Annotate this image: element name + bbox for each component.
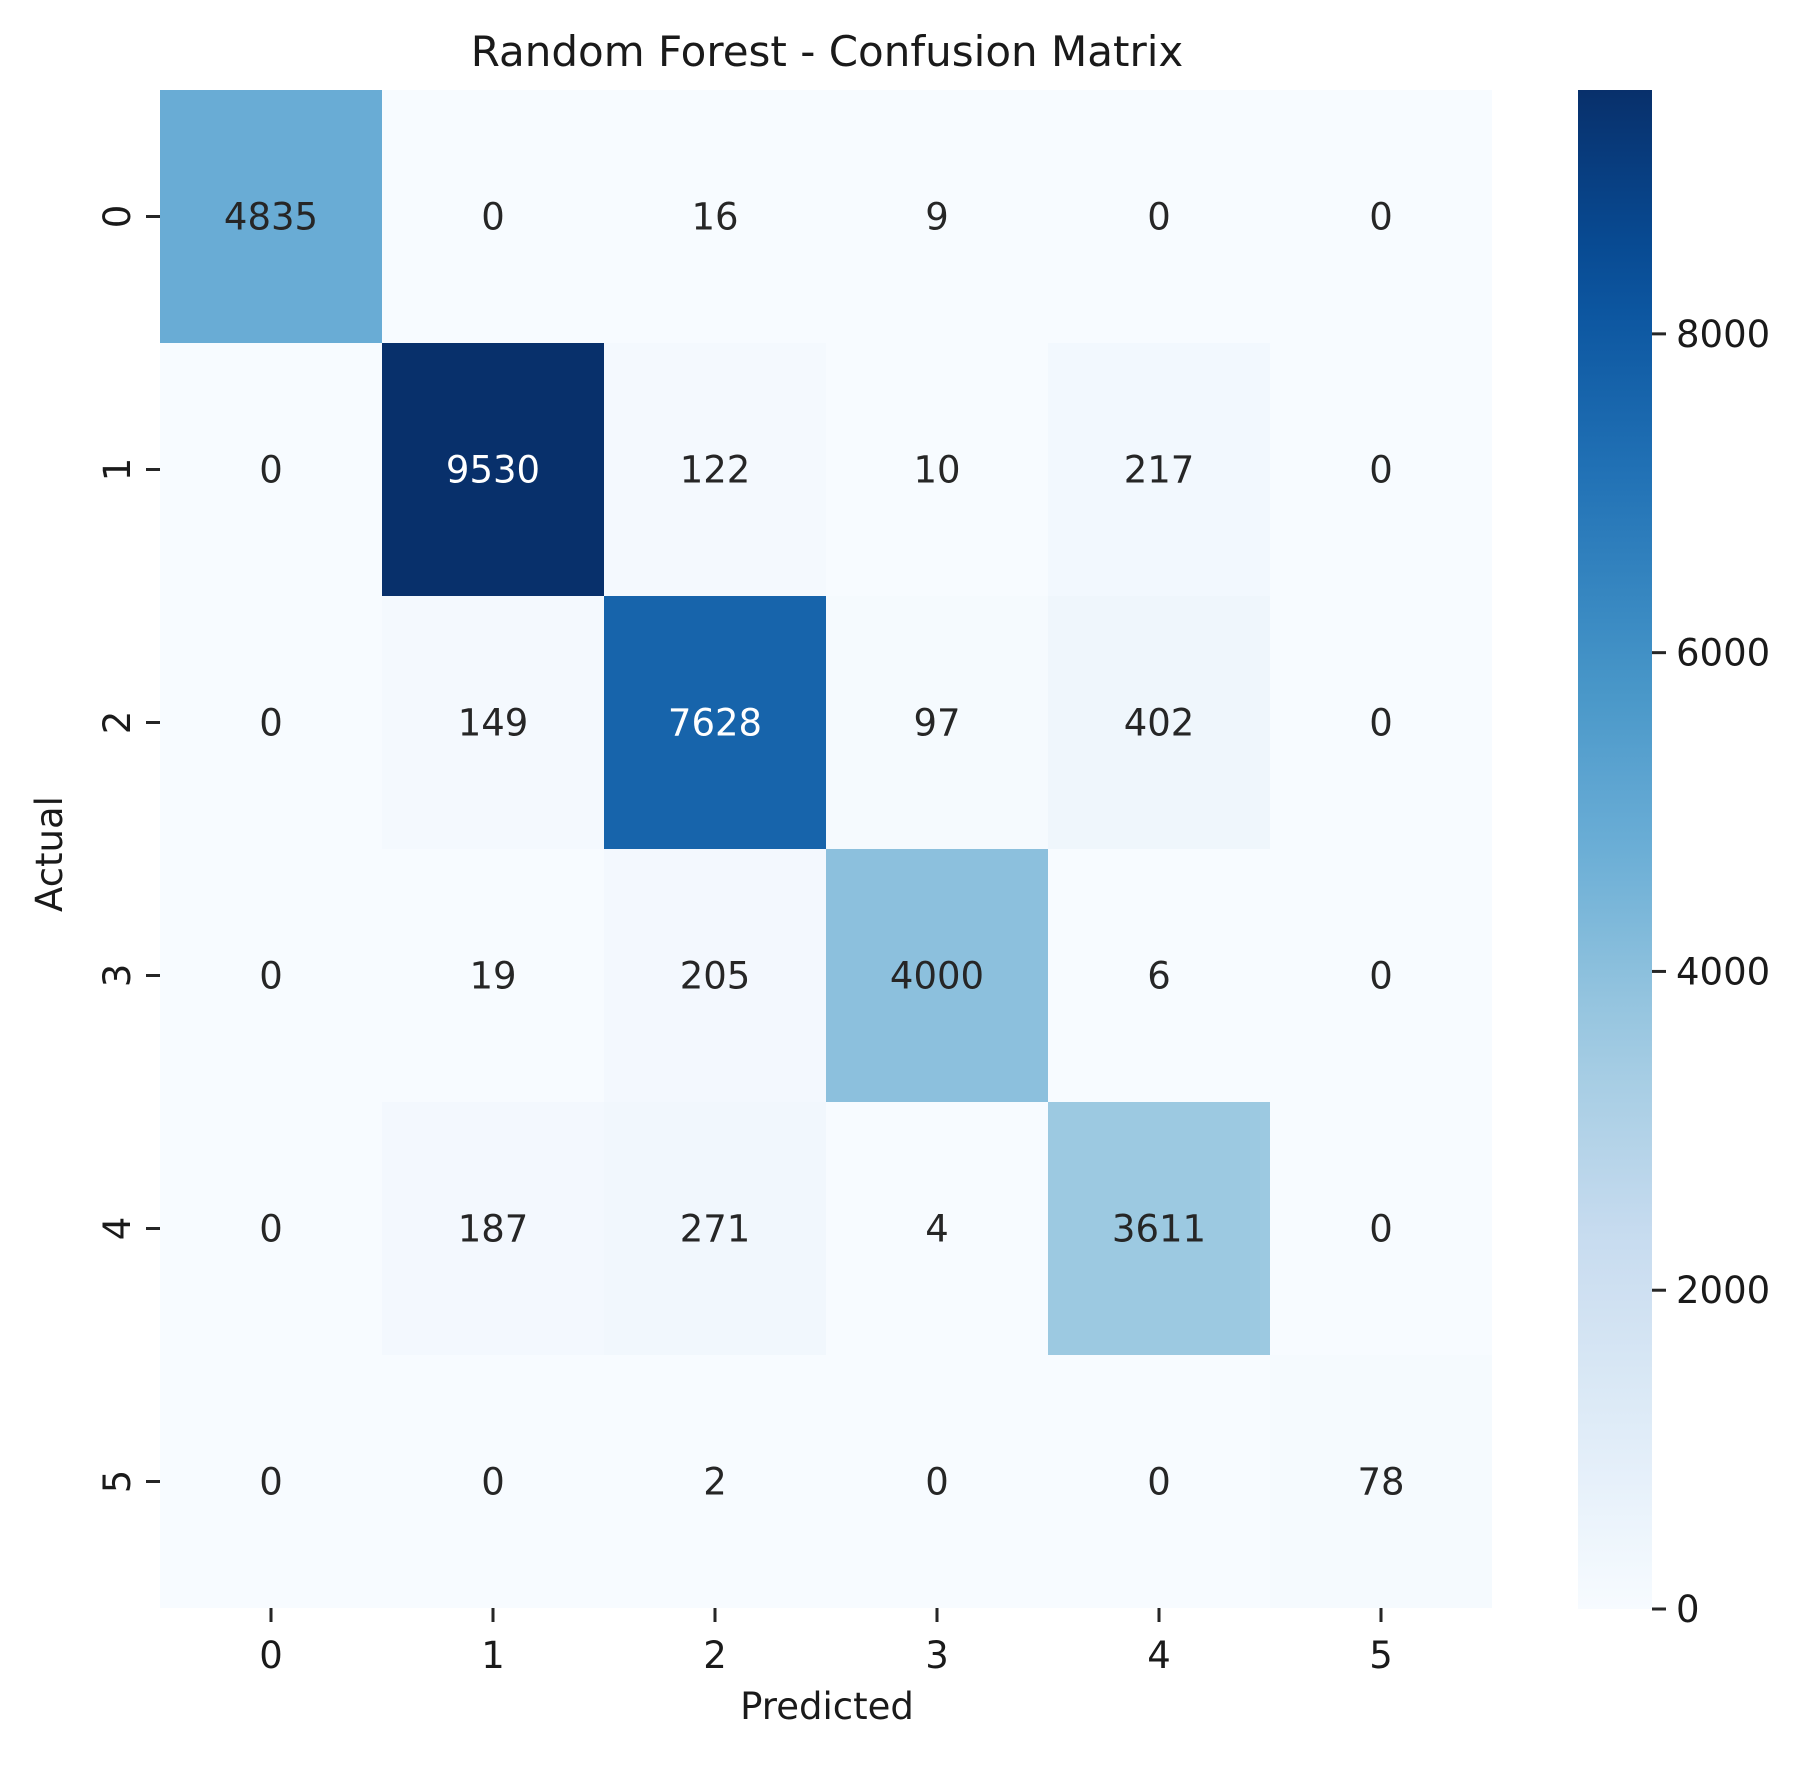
cell-value-label: 217	[1124, 449, 1195, 492]
colorbar-ticks: 0 2000 4000 6000 8000	[1652, 313, 1770, 1631]
cell-value-label: 0	[1369, 955, 1393, 998]
chart-title: Random Forest - Confusion Matrix	[471, 27, 1183, 76]
heatmap-cell	[1048, 596, 1270, 849]
heatmap-grid: 4835 0 16 9 0 00 9530 122 10 217 00 149 7628 97 402 00 1…	[160, 90, 1492, 1608]
heatmap-cell	[160, 849, 382, 1102]
colorbar-tick-label: 8000	[1676, 313, 1770, 356]
cell-value-label: 0	[1369, 196, 1393, 239]
y-axis-label: Actual	[28, 796, 71, 912]
colorbar-tick-label: 4000	[1676, 950, 1770, 993]
colorbar: 0 2000 4000 6000 8000	[1578, 90, 1770, 1631]
heatmap-cell	[382, 343, 604, 596]
x-tick-label: 4	[1147, 1634, 1171, 1677]
x-axis-ticks: 0 1 2 3 4 5	[259, 1608, 1393, 1677]
heatmap-cell	[1270, 849, 1492, 1102]
heatmap-cell	[1048, 1355, 1270, 1608]
cell-value-label: 0	[1369, 702, 1393, 745]
heatmap-cell	[826, 849, 1048, 1102]
colorbar-tick-label: 2000	[1676, 1269, 1770, 1312]
heatmap-cell	[382, 1102, 604, 1355]
heatmap-cell	[160, 596, 382, 849]
cell-value-label: 187	[458, 1208, 529, 1251]
heatmap-cell	[382, 90, 604, 343]
heatmap-cell	[160, 1355, 382, 1608]
cell-value-label: 0	[925, 1461, 949, 1504]
x-axis-label: Predicted	[740, 1685, 914, 1728]
heatmap-cell	[160, 343, 382, 596]
cell-value-label: 19	[469, 955, 516, 998]
y-tick-label: 1	[96, 458, 139, 482]
colorbar-gradient	[1578, 90, 1652, 1609]
y-tick-label: 3	[96, 964, 139, 988]
cell-value-label: 0	[259, 702, 283, 745]
colorbar-tick-label: 0	[1676, 1588, 1700, 1631]
heatmap-cell	[1270, 596, 1492, 849]
cell-value-label: 149	[458, 702, 529, 745]
heatmap-cell	[382, 1355, 604, 1608]
heatmap-cell	[604, 90, 826, 343]
heatmap-cell	[604, 1102, 826, 1355]
heatmap-cell	[160, 90, 382, 343]
cell-value-label: 205	[680, 955, 751, 998]
y-tick-label: 2	[96, 711, 139, 735]
heatmap-cell	[1048, 1102, 1270, 1355]
cell-value-label: 0	[1147, 196, 1171, 239]
cell-value-label: 122	[680, 449, 751, 492]
cell-value-label: 0	[1369, 1208, 1393, 1251]
cell-value-label: 3611	[1112, 1208, 1206, 1251]
heatmap-cell	[604, 1355, 826, 1608]
cell-value-label: 4835	[224, 196, 318, 239]
heatmap-cell	[1270, 90, 1492, 343]
heatmap-cell	[1048, 849, 1270, 1102]
heatmap-cell	[1048, 90, 1270, 343]
y-axis-ticks: 0 1 2 3 4 5	[96, 205, 160, 1494]
cell-value-label: 0	[481, 1461, 505, 1504]
cell-value-label: 16	[691, 196, 738, 239]
heatmap-cell	[604, 849, 826, 1102]
x-tick-label: 5	[1369, 1634, 1393, 1677]
cell-value-label: 0	[259, 449, 283, 492]
heatmap-cell	[826, 90, 1048, 343]
cell-value-label: 271	[680, 1208, 751, 1251]
x-tick-label: 3	[925, 1634, 949, 1677]
x-tick-label: 2	[703, 1634, 727, 1677]
y-tick-label: 5	[96, 1470, 139, 1494]
cell-value-label: 0	[1147, 1461, 1171, 1504]
heatmap-cell	[604, 343, 826, 596]
heatmap-cell	[826, 343, 1048, 596]
cell-value-label: 10	[913, 449, 960, 492]
heatmap-cell	[1270, 1102, 1492, 1355]
colorbar-tick-label: 6000	[1676, 632, 1770, 675]
heatmap-cell	[382, 596, 604, 849]
cell-value-label: 0	[1369, 449, 1393, 492]
heatmap-cell	[1270, 343, 1492, 596]
x-tick-label: 0	[259, 1634, 283, 1677]
heatmap-cell	[826, 1355, 1048, 1608]
cell-value-label: 0	[259, 1208, 283, 1251]
heatmap-cell	[382, 849, 604, 1102]
cell-value-label: 9	[925, 196, 949, 239]
cell-value-label: 6	[1147, 955, 1171, 998]
cell-value-label: 4	[925, 1208, 949, 1251]
cell-value-label: 0	[259, 1461, 283, 1504]
cell-value-label: 2	[703, 1461, 727, 1504]
cell-value-label: 0	[259, 955, 283, 998]
y-tick-label: 4	[96, 1217, 139, 1241]
heatmap-cell	[604, 596, 826, 849]
heatmap-cell	[160, 1102, 382, 1355]
heatmap-cell	[826, 1102, 1048, 1355]
cell-value-label: 9530	[446, 449, 540, 492]
x-tick-label: 1	[481, 1634, 505, 1677]
cell-value-label: 78	[1357, 1461, 1404, 1504]
heatmap-cell	[826, 596, 1048, 849]
cell-value-label: 97	[913, 702, 960, 745]
cell-value-label: 4000	[890, 955, 984, 998]
y-tick-label: 0	[96, 205, 139, 229]
cell-value-label: 402	[1124, 702, 1195, 745]
cell-value-label: 7628	[668, 702, 762, 745]
heatmap-cell	[1048, 343, 1270, 596]
cell-value-label: 0	[481, 196, 505, 239]
heatmap-cell	[1270, 1355, 1492, 1608]
